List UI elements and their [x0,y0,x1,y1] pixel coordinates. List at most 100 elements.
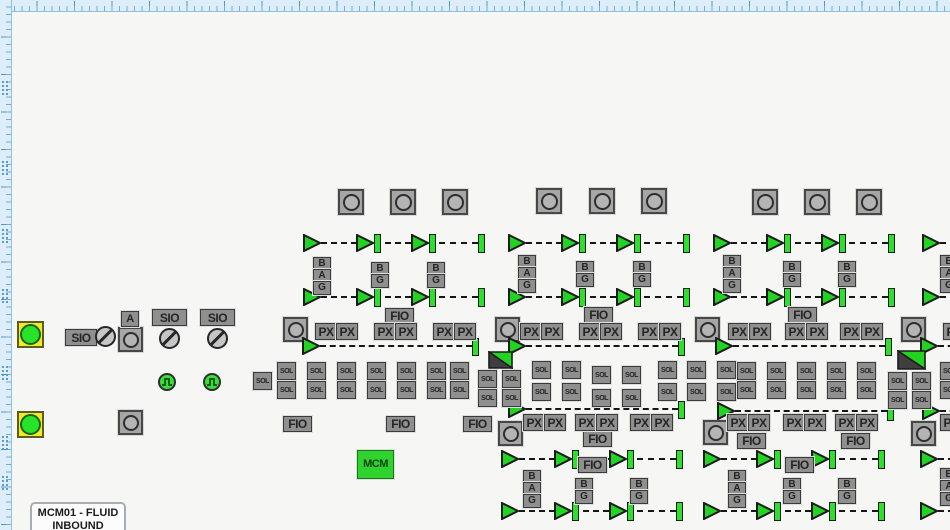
sol-block[interactable]: SOL [450,381,469,399]
pump-icon[interactable] [390,189,416,215]
sol-block[interactable]: SOL [658,383,677,401]
sol-block[interactable]: SOL [502,389,521,407]
sol-block[interactable]: SOL [532,361,551,379]
px-block[interactable]: PX [433,323,455,340]
sol-block[interactable]: SOL [912,372,931,390]
sol-block[interactable]: SOL [592,389,611,407]
px-block[interactable]: PX [575,414,597,431]
pump-icon[interactable] [536,188,562,214]
valve-icon[interactable] [356,233,376,253]
px-block[interactable]: PX [940,414,950,431]
valve-icon[interactable] [501,449,521,469]
sol-block[interactable]: SOL [367,381,386,399]
px-block[interactable]: PX [523,414,545,431]
valve-icon[interactable] [713,287,733,307]
px-block[interactable]: PX [728,323,750,340]
sol-block[interactable]: SOL [450,362,469,380]
px-block[interactable]: PX [454,323,476,340]
valve-icon[interactable] [922,287,942,307]
valve-icon[interactable] [302,336,322,356]
fio-block[interactable]: FIO [385,308,414,324]
sol-block[interactable]: SOL [253,372,272,390]
sio-block[interactable]: SIO [65,329,97,346]
sol-block[interactable]: SOL [478,370,497,388]
valve-icon[interactable] [411,287,431,307]
px-block[interactable]: PX [659,323,681,340]
valve-icon[interactable] [703,501,723,521]
sol-block[interactable]: SOL [502,370,521,388]
px-block[interactable]: PX [336,323,358,340]
px-block[interactable]: PX [835,414,857,431]
sol-block[interactable]: SOL [658,361,677,379]
device-circle-icon[interactable] [118,410,143,435]
device-circle-icon[interactable] [901,317,926,342]
sio-block[interactable]: SIO [200,309,235,326]
px-block[interactable]: PX [727,414,749,431]
valve-icon[interactable] [811,501,831,521]
fio-block[interactable]: FIO [578,457,607,473]
valve-icon[interactable] [715,336,735,356]
valve-icon[interactable] [554,501,574,521]
sol-block[interactable]: SOL [427,381,446,399]
sol-block[interactable]: SOL [307,381,326,399]
fio-block[interactable]: FIO [788,307,817,323]
indicator-light[interactable] [17,321,44,348]
sol-block[interactable]: SOL [857,381,876,399]
px-block[interactable]: PX [651,414,673,431]
px-block[interactable]: PX [856,414,878,431]
device-circle-icon[interactable] [495,317,520,342]
pump-icon[interactable] [442,189,468,215]
a-block[interactable]: A [121,311,139,327]
sol-block[interactable]: SOL [532,383,551,401]
valve-icon[interactable] [303,233,323,253]
mixer-valve-icon[interactable] [486,350,515,370]
valve-icon[interactable] [713,233,733,253]
pulse-icon[interactable] [158,373,176,391]
sio-block[interactable]: SIO [152,309,187,326]
sol-block[interactable]: SOL [912,391,931,409]
valve-icon[interactable] [554,449,574,469]
sol-block[interactable]: SOL [737,362,756,380]
pump-icon[interactable] [589,188,615,214]
valve-icon[interactable] [303,287,323,307]
valve-icon[interactable] [508,336,528,356]
px-block[interactable]: PX [520,323,542,340]
valve-icon[interactable] [616,287,636,307]
sol-block[interactable]: SOL [888,391,907,409]
sol-block[interactable]: SOL [622,389,641,407]
pump-icon[interactable] [856,189,882,215]
valve-icon[interactable] [821,287,841,307]
valve-icon[interactable] [561,287,581,307]
sol-block[interactable]: SOL [767,362,786,380]
valve-icon[interactable] [920,336,940,356]
px-block[interactable]: PX [748,414,770,431]
fio-block[interactable]: FIO [584,307,613,323]
sol-block[interactable]: SOL [717,361,736,379]
sol-block[interactable]: SOL [940,362,950,380]
px-block[interactable]: PX [749,323,771,340]
sol-block[interactable]: SOL [397,362,416,380]
fio-block[interactable]: FIO [737,433,766,449]
px-block[interactable]: PX [541,323,563,340]
device-circle-icon[interactable] [118,327,143,352]
indicator-light[interactable] [17,411,44,438]
sol-block[interactable]: SOL [687,383,706,401]
sol-block[interactable]: SOL [397,381,416,399]
fio-block[interactable]: FIO [841,433,870,449]
pulse-icon[interactable] [203,373,221,391]
mixer-valve-icon[interactable] [895,349,928,371]
valve-icon[interactable] [508,233,528,253]
sol-block[interactable]: SOL [427,362,446,380]
screen-tab-mcm01-fluid-inbound[interactable]: MCM01 - FLUID INBOUND [30,502,126,530]
px-block[interactable]: PX [785,323,807,340]
sol-block[interactable]: SOL [797,362,816,380]
px-block[interactable]: PX [374,323,396,340]
device-circle-icon[interactable] [911,421,936,446]
px-block[interactable]: PX [638,323,660,340]
px-block[interactable]: PX [783,414,805,431]
valve-icon[interactable] [703,449,723,469]
valve-icon[interactable] [609,501,629,521]
sol-block[interactable]: SOL [562,383,581,401]
sol-block[interactable]: SOL [767,381,786,399]
px-block[interactable]: PX [395,323,417,340]
